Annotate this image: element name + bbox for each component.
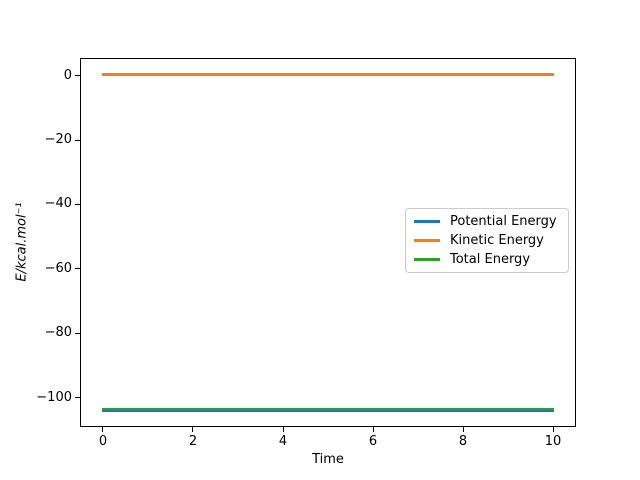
y-tick <box>75 333 80 335</box>
line-potential-energy <box>102 409 554 412</box>
x-tick <box>373 427 375 432</box>
legend-line-swatch <box>414 258 440 261</box>
y-tick <box>75 268 80 270</box>
x-axis-label: Time <box>312 452 344 467</box>
legend-label: Kinetic Energy <box>450 233 544 248</box>
legend-label: Potential Energy <box>450 214 557 229</box>
y-tick <box>75 139 80 141</box>
y-tick-label: −20 <box>44 132 72 147</box>
legend-line-swatch <box>414 220 440 223</box>
y-axis-label: E/kcal.mol⁻¹ <box>14 202 30 282</box>
legend-label: Total Energy <box>450 252 531 267</box>
y-tick <box>75 397 80 399</box>
legend-item-total-energy: Total Energy <box>414 250 560 269</box>
x-tick-label: 4 <box>278 434 288 449</box>
y-tick-label: −40 <box>44 196 72 211</box>
x-tick <box>553 427 555 432</box>
legend: Potential Energy Kinetic Energy Total En… <box>405 208 569 273</box>
y-tick-label: −100 <box>36 390 72 405</box>
x-tick-label: 8 <box>458 434 468 449</box>
y-tick-label: −60 <box>44 261 72 276</box>
legend-item-potential-energy: Potential Energy <box>414 212 560 231</box>
x-tick-label: 10 <box>544 434 562 449</box>
y-tick-label: 0 <box>63 68 72 83</box>
x-tick <box>192 427 194 432</box>
y-tick <box>75 204 80 206</box>
legend-line-swatch <box>414 239 440 242</box>
y-tick <box>75 75 80 77</box>
x-tick-label: 6 <box>368 434 378 449</box>
line-total-energy <box>102 408 554 411</box>
y-tick-label: −80 <box>44 325 72 340</box>
line-kinetic-energy <box>102 73 554 76</box>
legend-item-kinetic-energy: Kinetic Energy <box>414 231 560 250</box>
x-tick <box>102 427 104 432</box>
x-tick-label: 2 <box>188 434 198 449</box>
x-tick-label: 0 <box>98 434 108 449</box>
x-tick <box>283 427 285 432</box>
x-tick <box>463 427 465 432</box>
